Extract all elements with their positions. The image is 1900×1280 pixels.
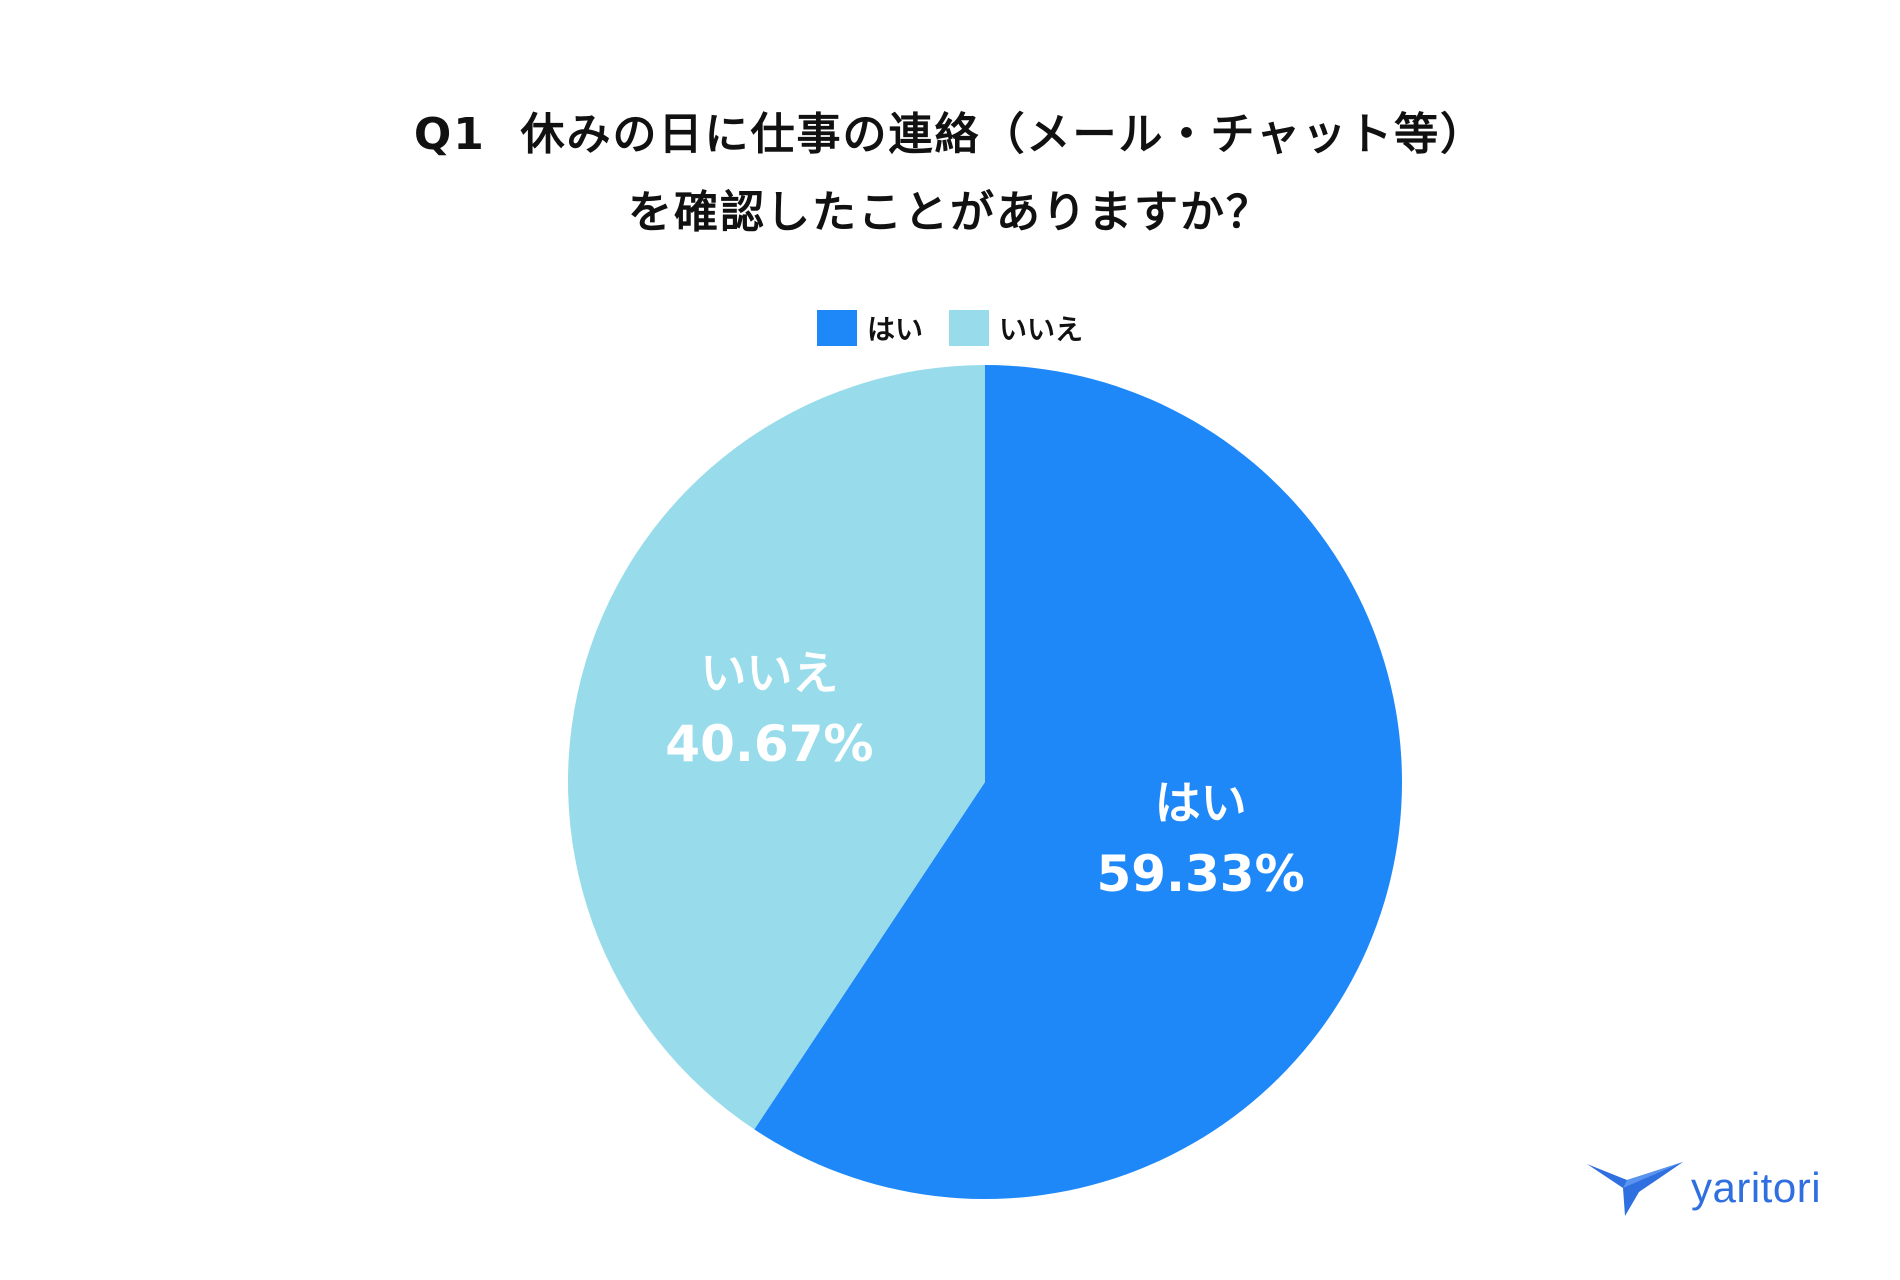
pie-slice-yes — [754, 365, 1402, 1199]
chart-title: Q1 休みの日に仕事の連絡（メール・チャット等） を確認したことがありますか？ — [0, 96, 1900, 252]
legend-item-yes: はい — [816, 308, 923, 348]
chart-legend: はい いいえ — [0, 308, 1900, 348]
brand-logo-text: yaritori — [1691, 1164, 1822, 1211]
legend-swatch-no — [949, 310, 989, 346]
legend-label-yes: はい — [866, 313, 923, 346]
slice-label-no: いいえ — [700, 646, 838, 700]
pie-slice-no — [567, 365, 985, 1130]
slice-label-yes: はい — [1155, 776, 1247, 830]
slice-value-no: 40.67% — [665, 715, 873, 773]
chart-title-line-2: を確認したことがありますか？ — [628, 187, 1272, 238]
paper-plane-icon — [1587, 1162, 1683, 1216]
slice-value-yes: 59.33% — [1096, 845, 1304, 903]
legend-swatch-yes — [816, 310, 857, 346]
brand-logo: yaritori — [1585, 1158, 1821, 1218]
legend-label-no: いいえ — [999, 313, 1084, 346]
legend-item-no: いいえ — [949, 308, 1083, 348]
chart-title-line-1: Q1 休みの日に仕事の連絡（メール・チャット等） — [413, 109, 1487, 160]
